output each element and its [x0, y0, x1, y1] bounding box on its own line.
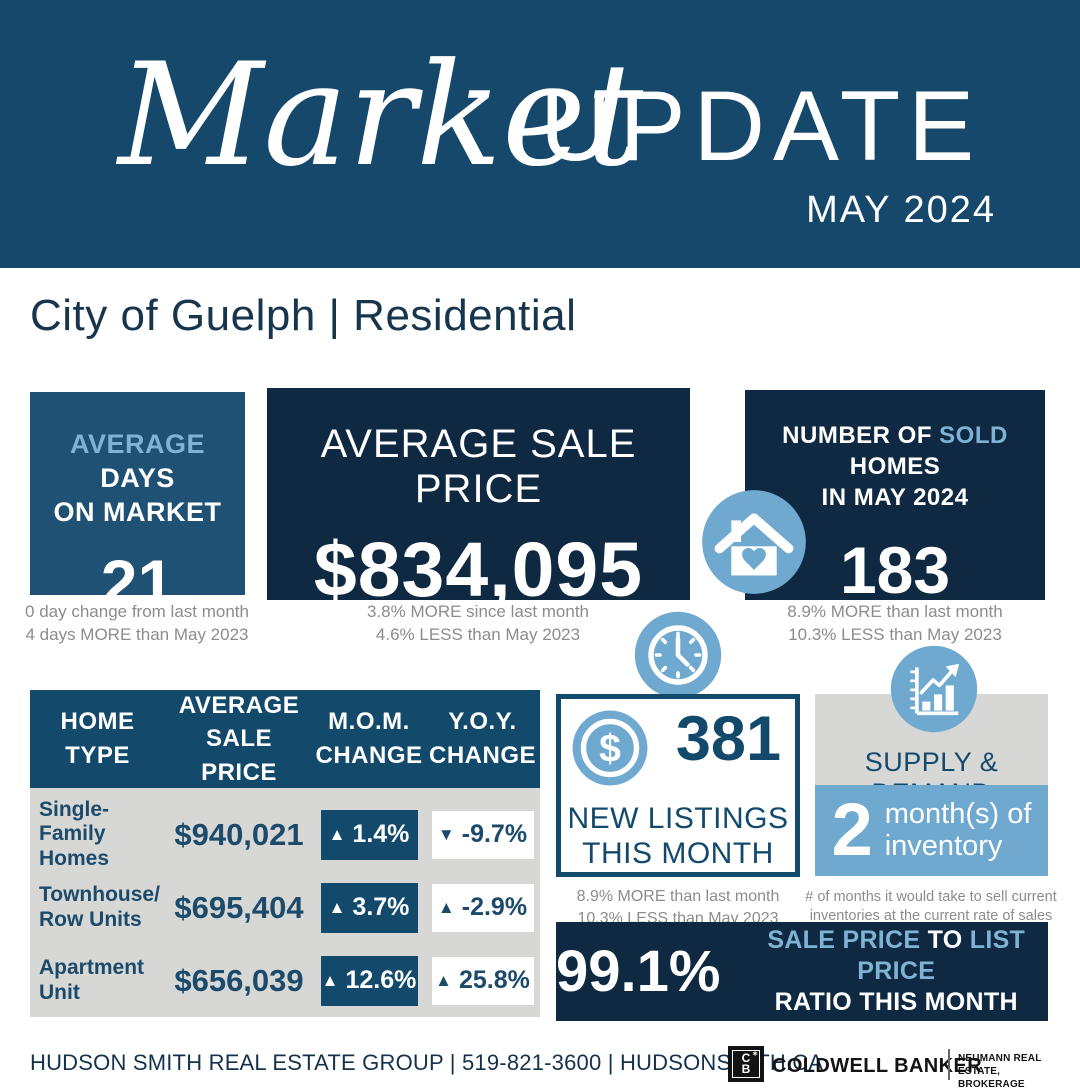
inventory-value: 2 — [831, 788, 873, 872]
table-row: Townhouse/ Row Units $695,404 ▲ 3.7% ▲ -… — [30, 871, 540, 944]
sold-homes-title: NUMBER OF SOLD HOMES IN MAY 2024 — [782, 422, 1008, 512]
header-date: MAY 2024 — [806, 189, 996, 231]
avg-price-cell: $940,021 — [174, 816, 304, 852]
col-header-mom-change: M.O.M. CHANGE — [315, 708, 423, 769]
footer-contact: HUDSON SMITH REAL ESTATE GROUP | 519-821… — [30, 1050, 824, 1075]
yoy-change-cell: ▲ -2.9% — [425, 883, 540, 932]
yoy-arrow-icon: ▲ — [435, 971, 452, 990]
col-header-home-type: HOME TYPE — [60, 708, 135, 769]
header-block-title: UPDATE — [540, 70, 983, 181]
col-header-avg-sale-price: AVERAGE SALE PRICE — [178, 691, 300, 786]
mom-change-cell: ▲ 1.4% — [313, 809, 425, 860]
ratio-value: 99.1% — [556, 939, 721, 1004]
yoy-arrow-icon: ▲ — [437, 898, 455, 917]
ratio-label: SALE PRICE TO LIST PRICE RATIO THIS MONT… — [767, 925, 1026, 1017]
home-type-cell: Townhouse/ Row Units — [39, 883, 160, 931]
mom-arrow-icon: ▲ — [321, 971, 339, 990]
table-row: Single-Family Homes $940,021 ▲ 1.4% ▼ -9… — [30, 798, 540, 871]
days-on-market-title: AVERAGE DAYS ON MARKET — [53, 429, 222, 527]
logo-divider — [948, 1049, 950, 1080]
days-on-market-caption: 0 day change from last month 4 days MORE… — [25, 602, 249, 644]
coldwell-banker-wordmark: COLDWELL BANKER — [772, 1055, 983, 1077]
star-icon: ✶ — [752, 1051, 758, 1058]
table-body: Single-Family Homes $940,021 ▲ 1.4% ▼ -9… — [30, 788, 540, 1017]
avg-sale-price-caption: 3.8% MORE since last month 4.6% LESS tha… — [366, 602, 590, 644]
header-script-title: Market — [118, 33, 644, 198]
house-heart-icon — [702, 490, 806, 594]
page-title: City of Guelph | Residential — [30, 291, 577, 340]
avg-price-cell: $656,039 — [174, 962, 304, 998]
home-type-table: HOME TYPE AVERAGE SALE PRICE M.O.M. CHAN… — [30, 690, 540, 1017]
brokerage-name: NEUMANN REAL ESTATE, BROKERAGE — [958, 1053, 1042, 1090]
avg-sale-price-value: $834,095 — [313, 527, 644, 613]
mom-change-cell: ▲ 12.6% — [313, 955, 425, 1006]
col-header-yoy-change: Y.O.Y. CHANGE — [428, 708, 536, 769]
yoy-arrow-icon: ▼ — [437, 825, 455, 844]
mom-arrow-icon: ▲ — [328, 898, 346, 917]
table-row: Apartment Unit $656,039 ▲ 12.6% ▲ 25.8% — [30, 944, 540, 1017]
mom-change-cell: ▲ 3.7% — [313, 882, 425, 933]
svg-text:$: $ — [599, 727, 621, 770]
bar-chart-icon — [890, 645, 978, 733]
home-type-cell: Apartment Unit — [39, 956, 145, 1004]
days-on-market-card: AVERAGE DAYS ON MARKET 21 — [30, 392, 245, 620]
clock-icon — [634, 611, 722, 699]
sold-homes-caption: 8.9% MORE than last month 10.3% LESS tha… — [787, 602, 1003, 644]
avg-sale-price-card: AVERAGE SALE PRICE $834,095 — [267, 388, 690, 613]
table-header-row: HOME TYPE AVERAGE SALE PRICE M.O.M. CHAN… — [30, 690, 540, 788]
inventory-label: month(s) of inventory — [884, 798, 1032, 862]
inventory-caption: # of months it would take to sell curren… — [805, 889, 1057, 943]
avg-sale-price-title: AVERAGE SALE PRICE — [320, 422, 637, 511]
coldwell-banker-logo: ✶ C B — [728, 1046, 764, 1082]
new-listings-card: $ 381 NEW LISTINGS THIS MONTH — [556, 694, 800, 877]
sale-to-list-ratio-card: 99.1% SALE PRICE TO LIST PRICE RATIO THI… — [556, 922, 1048, 1021]
yoy-change-cell: ▼ -9.7% — [425, 810, 540, 859]
yoy-change-cell: ▲ 25.8% — [425, 956, 540, 1005]
sold-homes-value: 183 — [839, 532, 951, 607]
mom-arrow-icon: ▲ — [328, 825, 346, 844]
avg-price-cell: $695,404 — [174, 889, 304, 925]
days-on-market-value: 21 — [100, 546, 175, 621]
dollar-coin-icon: $ — [572, 710, 648, 786]
header-banner: Market UPDATE MAY 2024 — [0, 0, 1080, 268]
new-listings-label: NEW LISTINGS THIS MONTH — [567, 802, 789, 871]
new-listings-value: 381 — [675, 704, 781, 774]
inventory-card: 2 month(s) of inventory — [815, 785, 1048, 876]
home-type-cell: Single-Family Homes — [39, 798, 110, 870]
